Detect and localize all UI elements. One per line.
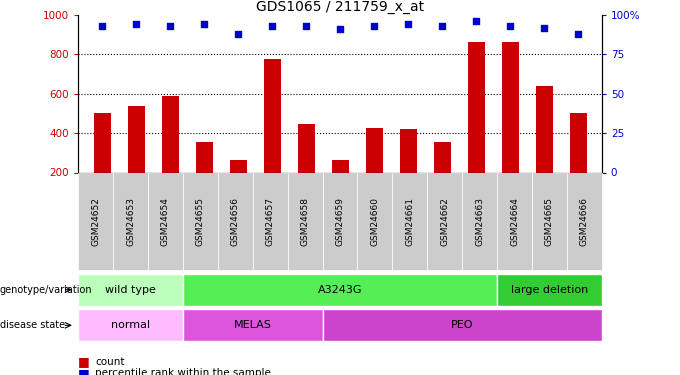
Point: [233, 31, 243, 37]
Text: GSM24666: GSM24666: [580, 197, 589, 246]
Point: [539, 25, 549, 31]
Bar: [298, 124, 314, 212]
Bar: [468, 42, 484, 212]
Text: GSM24665: GSM24665: [545, 197, 554, 246]
Bar: [196, 142, 212, 212]
Text: GSM24660: GSM24660: [371, 197, 379, 246]
Point: [131, 21, 141, 27]
Point: [403, 21, 413, 27]
Text: GSM24654: GSM24654: [161, 197, 170, 246]
Text: large deletion: large deletion: [511, 285, 588, 295]
Text: GSM24664: GSM24664: [510, 197, 519, 246]
Text: A3243G: A3243G: [318, 285, 362, 295]
Text: disease state: disease state: [0, 320, 65, 330]
Text: genotype/variation: genotype/variation: [0, 285, 92, 295]
Bar: [570, 113, 586, 212]
Point: [335, 26, 345, 32]
Text: normal: normal: [111, 320, 150, 330]
Bar: [400, 129, 416, 212]
Text: GSM24662: GSM24662: [440, 197, 449, 246]
Text: GSM24658: GSM24658: [301, 197, 309, 246]
Text: count: count: [95, 357, 124, 367]
Text: PEO: PEO: [451, 320, 473, 330]
Point: [267, 23, 277, 29]
Bar: [502, 42, 518, 212]
Text: GSM24653: GSM24653: [126, 197, 135, 246]
Point: [165, 23, 175, 29]
Text: GSM24655: GSM24655: [196, 197, 205, 246]
Point: [471, 18, 481, 24]
Point: [199, 21, 209, 27]
Text: MELAS: MELAS: [234, 320, 272, 330]
Bar: [128, 106, 144, 212]
Point: [505, 23, 515, 29]
Point: [369, 23, 379, 29]
Bar: [264, 59, 280, 212]
Text: wild type: wild type: [105, 285, 156, 295]
Bar: [94, 113, 110, 212]
Text: GSM24652: GSM24652: [91, 197, 100, 246]
Text: percentile rank within the sample: percentile rank within the sample: [95, 368, 271, 375]
Text: GSM24663: GSM24663: [475, 197, 484, 246]
Bar: [332, 160, 348, 212]
Text: GSM24656: GSM24656: [231, 197, 240, 246]
Title: GDS1065 / 211759_x_at: GDS1065 / 211759_x_at: [256, 0, 424, 14]
Point: [301, 23, 311, 29]
Text: GSM24657: GSM24657: [266, 197, 275, 246]
Text: ■: ■: [78, 356, 90, 368]
Text: GSM24661: GSM24661: [405, 197, 414, 246]
Text: ■: ■: [78, 367, 90, 375]
Point: [573, 31, 583, 37]
Point: [437, 23, 447, 29]
Bar: [536, 86, 552, 212]
Text: GSM24659: GSM24659: [335, 197, 345, 246]
Bar: [434, 142, 450, 212]
Point: [97, 23, 107, 29]
Bar: [230, 160, 246, 212]
Bar: [162, 96, 178, 212]
Bar: [366, 128, 382, 212]
